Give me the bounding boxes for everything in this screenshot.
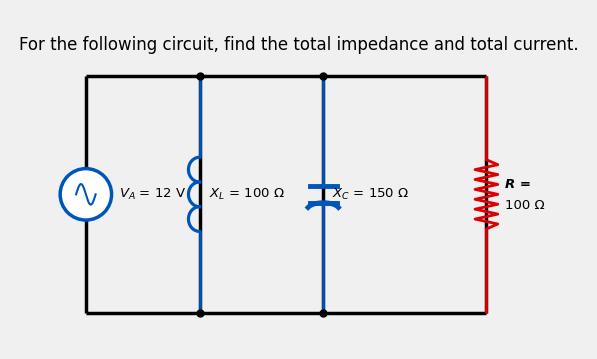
Text: R =: R =	[505, 178, 531, 191]
Text: $X_L$ = 100 Ω: $X_L$ = 100 Ω	[208, 187, 284, 202]
Text: For the following circuit, find the total impedance and total current.: For the following circuit, find the tota…	[19, 36, 578, 54]
Circle shape	[60, 169, 112, 220]
Text: $X_C$ = 150 Ω: $X_C$ = 150 Ω	[332, 187, 410, 202]
Text: 100 Ω: 100 Ω	[505, 199, 545, 212]
Text: $V_A$ = 12 V: $V_A$ = 12 V	[119, 187, 186, 202]
